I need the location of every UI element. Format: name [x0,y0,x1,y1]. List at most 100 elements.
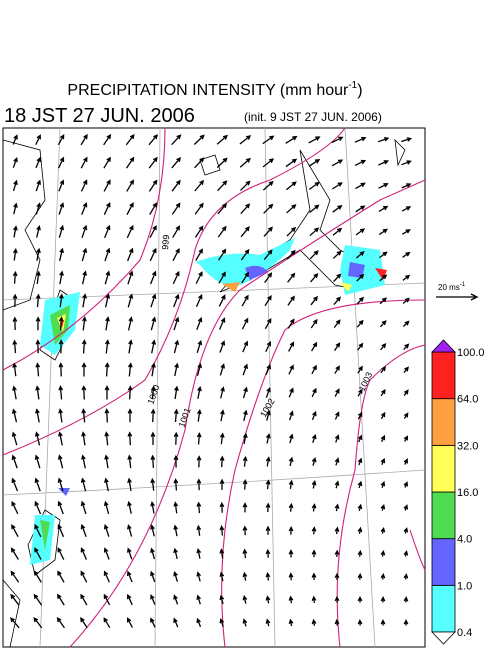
wind-arrow [219,501,225,513]
wind-arrow [196,594,201,605]
wind-arrow [57,477,64,492]
wind-arrow [331,136,344,144]
wind-arrow [80,570,88,583]
wind-arrow [150,431,156,446]
wind-arrow [150,477,156,491]
wind-arrow [58,179,65,192]
wind-arrow [81,408,87,423]
wind-arrow [311,456,317,466]
colorbar: 0.4 1.0 4.0 16.0 32.0 64.0 100.0 [431,339,485,645]
wind-arrow [80,500,87,515]
colorbar-tick-label: 4.0 [457,534,472,546]
wind-arrow [334,480,340,489]
wind-arrow [127,385,133,400]
wind-arrow [171,179,181,192]
wind-arrow [311,387,317,398]
wind-arrow [334,549,340,557]
wind-arrow [126,570,133,583]
wind-arrow [311,410,317,421]
wind-arrow [285,158,298,168]
wind-arrow [285,181,297,191]
wind-arrow [196,408,202,422]
wind-arrow [148,134,158,146]
wind-arrow [216,134,228,145]
wind-arrow [287,295,295,306]
wind-arrow [193,134,205,145]
wind-arrow [309,227,320,237]
wind-arrow [265,340,272,353]
wind-arrow [81,385,87,400]
wind-arrow [196,501,202,514]
wind-arrow [171,156,182,169]
wind-arrow [403,366,409,373]
wind-arrow [332,182,343,190]
wind-arrow [149,247,157,262]
wind-arrow [379,320,387,328]
wind-arrow [311,618,317,626]
wind-arrow [403,573,409,580]
wind-arrow [332,227,343,236]
wind-arrow [218,294,226,307]
wind-arrow [379,251,388,259]
wind-arrow [195,293,203,307]
scale-arrow: 20 ms-1 [436,282,479,301]
wind-arrow [219,548,225,559]
colorbar-bin [431,538,456,586]
wind-arrow [332,204,343,213]
wind-arrow [334,503,340,512]
wind-arrow [11,454,18,469]
wind-arrow [243,409,248,422]
scale-vector [436,293,479,301]
wind-arrow [380,457,386,466]
wind-arrow [380,388,386,397]
wind-arrow [103,570,110,583]
wind-arrow [126,547,133,560]
wind-arrow [58,202,65,215]
wind-arrow [380,503,386,511]
wind-arrow [334,595,340,603]
wind-arrow [127,316,134,331]
wind-arrow [126,202,134,215]
wind-arrow [103,133,112,146]
wind-arrow [378,228,388,236]
wind-arrow [171,134,182,146]
wind-arrow [126,617,133,628]
wind-arrow [219,340,226,353]
wind-arrow [127,408,133,423]
wind-arrow [288,433,294,444]
wind-arrow [11,500,19,515]
wind-arrow [81,339,87,354]
wind-arrow [311,595,317,603]
wind-arrow [403,458,408,465]
wind-arrow [240,226,250,238]
wind-arrow [58,431,63,446]
wind-arrow [56,616,65,629]
wind-arrow [127,270,134,285]
wind-arrow [196,432,202,445]
wind-arrow [34,523,42,538]
wind-arrow [242,363,248,376]
wind-arrow [357,619,363,626]
wind-arrow [263,249,273,260]
wind-arrow [126,224,134,239]
wind-arrow [265,363,271,375]
wind-arrow [287,318,295,329]
wind-arrow [34,477,41,492]
wind-arrow [334,388,340,397]
colorbar-over [431,339,456,353]
wind-arrow [242,548,248,559]
wind-arrow [265,618,271,627]
wind-arrow [380,596,386,603]
wind-arrow [11,408,18,423]
wind-arrow [150,594,156,605]
wind-arrow [151,339,156,354]
wind-arrow [103,202,111,215]
wind-arrow [150,270,157,285]
wind-arrow [58,224,65,238]
wind-arrow [194,157,205,169]
wind-arrow [12,293,18,307]
wind-arrow [104,224,111,239]
wind-arrow [356,296,364,305]
wind-arrow [36,225,41,238]
wind-arrow [262,180,274,191]
